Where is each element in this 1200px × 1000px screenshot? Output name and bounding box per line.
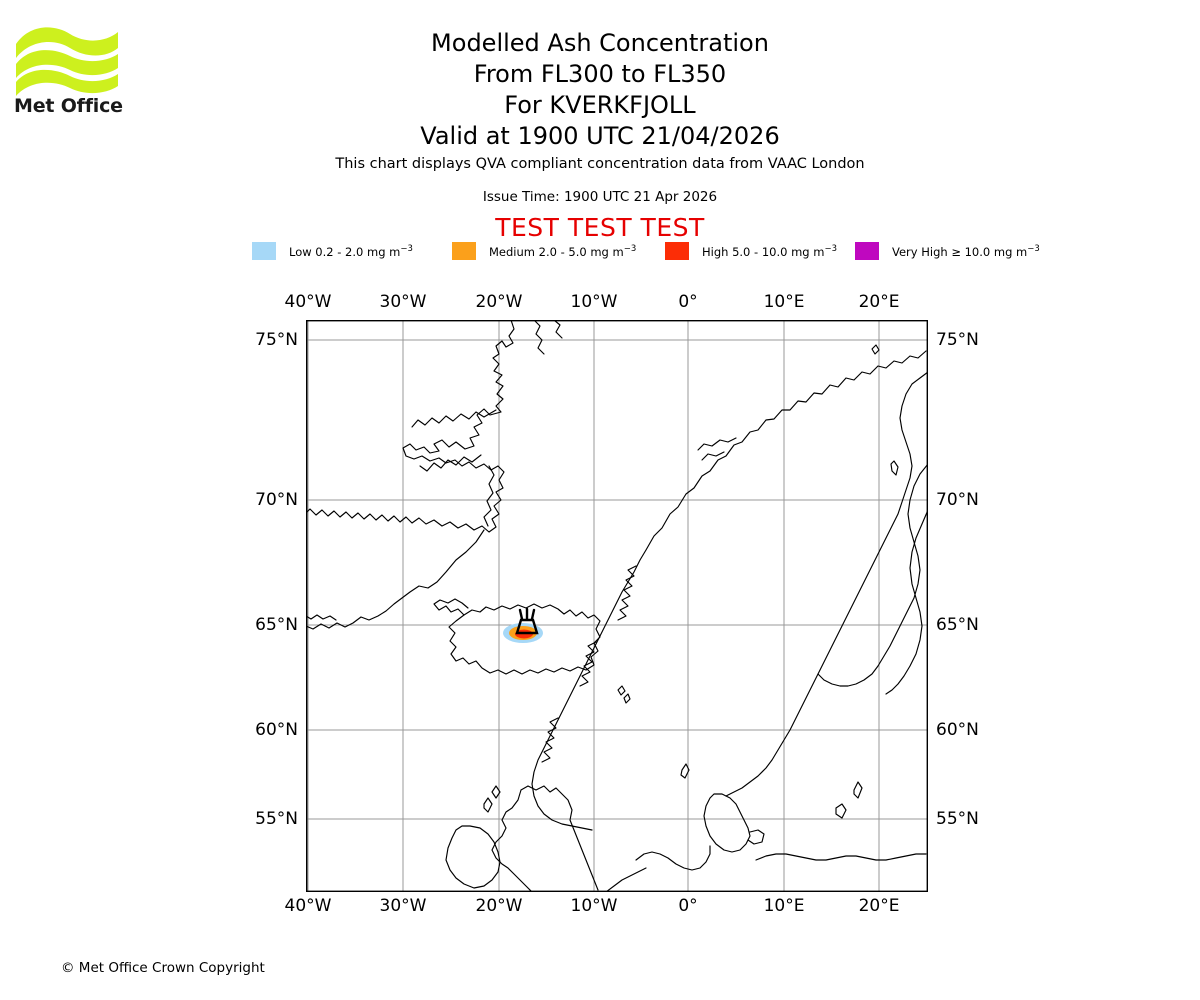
coastline-faroe <box>617 685 626 696</box>
coastline-bear-island <box>871 344 880 355</box>
coastline-greenland-south <box>306 529 485 630</box>
coastline-ireland <box>445 825 501 889</box>
qva-note: This chart displays QVA compliant concen… <box>335 156 865 172</box>
copyright-notice: © Met Office Crown Copyright <box>61 960 265 976</box>
lat-tick-left-65n: 65°N <box>255 615 298 635</box>
concentration-legend: Low 0.2 - 2.0 mg m−3 Medium 2.0 - 5.0 mg… <box>252 241 1040 261</box>
volcano-marker-icon <box>515 607 539 635</box>
lon-tick-top-20e: 20°E <box>858 292 900 312</box>
coastline-norway-fjords <box>617 565 637 621</box>
title-block: Modelled Ash Concentration From FL300 to… <box>0 28 1200 152</box>
met-office-logo: Met Office <box>14 22 134 117</box>
coastline-greenland-top-2 <box>553 320 563 339</box>
lat-tick-left-60n: 60°N <box>255 720 298 740</box>
legend-item-high: High 5.0 - 10.0 mg m−3 <box>665 241 837 261</box>
coastline-shetland <box>680 763 690 779</box>
legend-swatch-medium <box>452 242 476 260</box>
coastline-norway-west <box>531 350 927 831</box>
lat-tick-right-75n: 75°N <box>936 330 979 350</box>
lat-tick-left-75n: 75°N <box>255 330 298 350</box>
coastline-greenland-sw-detail <box>306 614 337 621</box>
lon-tick-bottom-30w: 30°W <box>379 896 427 916</box>
lon-tick-top-10e: 10°E <box>763 292 805 312</box>
lon-tick-bottom-20w: 20°W <box>475 896 523 916</box>
lon-tick-bottom-0: 0° <box>678 896 698 916</box>
legend-item-medium: Medium 2.0 - 5.0 mg m−3 <box>452 241 636 261</box>
lon-tick-bottom-40w: 40°W <box>284 896 332 916</box>
coastline-low-countries <box>635 845 711 871</box>
coastline-greenland-peninsula <box>483 465 495 527</box>
lon-tick-top-40w: 40°W <box>284 292 332 312</box>
coastline-denmark <box>703 793 751 853</box>
volcano-subtitle: For KVERKFJOLL <box>504 91 696 119</box>
met-office-waves-icon <box>16 27 118 96</box>
legend-label-very-high: Very High ≥ 10.0 mg m−3 <box>892 243 1040 259</box>
page-title: Modelled Ash Concentration <box>431 29 769 57</box>
coastline-norway-fjords-2 <box>579 641 597 687</box>
lon-tick-top-30w: 30°W <box>379 292 427 312</box>
lon-tick-bottom-20e: 20°E <box>858 896 900 916</box>
legend-item-low: Low 0.2 - 2.0 mg m−3 <box>252 241 413 261</box>
coastline-greenland-fjord-2 <box>419 454 482 472</box>
coastlines <box>306 320 928 892</box>
coastline-gotland <box>853 781 863 799</box>
map-frame <box>306 320 928 892</box>
lon-tick-bottom-10w: 10°W <box>570 896 618 916</box>
coastline-iceland-westfjords <box>433 598 469 616</box>
lat-tick-left-55n: 55°N <box>255 809 298 829</box>
legend-item-very-high: Very High ≥ 10.0 mg m−3 <box>855 241 1040 261</box>
lat-tick-right-60n: 60°N <box>936 720 979 740</box>
coastline-lofoten <box>697 437 737 451</box>
logo-wordmark: Met Office <box>14 95 123 117</box>
coastline-scotland-islands <box>491 785 501 799</box>
coastline-norway-fjords-3 <box>541 717 559 763</box>
graticule <box>306 320 928 892</box>
coastline-denmark-islands <box>747 829 765 845</box>
coastline-great-britain <box>491 785 599 892</box>
coastline-greenland-top <box>533 320 545 355</box>
coastline-iceland <box>448 603 601 675</box>
test-banner: TEST TEST TEST <box>495 213 705 242</box>
valid-time-subtitle: Valid at 1900 UTC 21/04/2026 <box>420 122 780 150</box>
lon-tick-top-20w: 20°W <box>475 292 523 312</box>
coastline-greenland-fjords <box>411 409 497 428</box>
lon-tick-top-0: 0° <box>678 292 698 312</box>
lon-tick-bottom-10e: 10°E <box>763 896 805 916</box>
map-canvas <box>306 320 928 892</box>
coastline-lofoten-2 <box>701 451 725 461</box>
map-background <box>306 320 928 892</box>
ash-concentration-map[interactable] <box>306 320 928 892</box>
coastline-scandinavia-east <box>725 371 928 797</box>
legend-label-medium: Medium 2.0 - 5.0 mg m−3 <box>489 243 637 259</box>
lat-tick-right-65n: 65°N <box>936 615 979 635</box>
issue-time: Issue Time: 1900 UTC 21 Apr 2026 <box>482 189 718 205</box>
lon-tick-top-10w: 10°W <box>570 292 618 312</box>
legend-label-low: Low 0.2 - 2.0 mg m−3 <box>289 243 413 259</box>
coastline-baltic-gulf <box>817 463 928 687</box>
lat-tick-left-70n: 70°N <box>255 490 298 510</box>
lat-tick-right-70n: 70°N <box>936 490 979 510</box>
legend-swatch-low <box>252 242 276 260</box>
coastline-finland-east <box>885 509 928 695</box>
coastline-baltic-islands <box>835 803 847 819</box>
coastline-faroe-2 <box>623 693 631 704</box>
legend-label-high: High 5.0 - 10.0 mg m−3 <box>702 243 837 259</box>
coastline-hebrides <box>483 797 493 813</box>
coastline-jan-mayen <box>890 460 899 476</box>
legend-swatch-very-high <box>855 242 879 260</box>
coastline-baltic-south <box>755 853 927 861</box>
coastline-continental-europe <box>605 867 647 892</box>
flight-level-subtitle: From FL300 to FL350 <box>473 60 727 88</box>
lat-tick-right-55n: 55°N <box>936 809 979 829</box>
legend-swatch-high <box>665 242 689 260</box>
